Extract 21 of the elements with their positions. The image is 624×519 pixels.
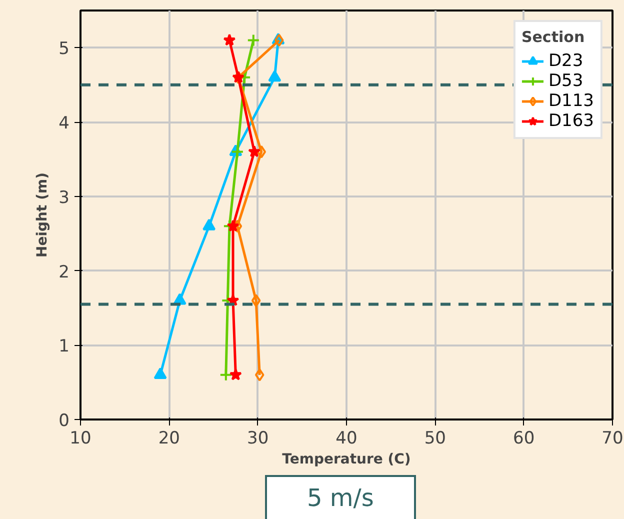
x-tick-label: 50	[424, 428, 446, 448]
x-tick-label: 40	[336, 428, 358, 448]
y-tick-label: 3	[58, 188, 70, 208]
y-axis-title: Height (m)	[34, 172, 51, 258]
x-tick-label: 70	[602, 428, 624, 448]
x-tick-label: 10	[70, 428, 92, 448]
y-tick-label: 2	[58, 262, 70, 282]
legend-label: D23	[548, 51, 584, 71]
y-tick-label: 1	[58, 336, 70, 357]
x-tick-label: 20	[158, 428, 180, 448]
legend-label: D53	[548, 71, 584, 91]
x-tick-label: 60	[513, 428, 535, 448]
y-tick-label: 5	[58, 39, 70, 60]
y-tick-label: 4	[58, 114, 70, 134]
x-tick-label: 30	[247, 428, 269, 448]
x-axis-title: Temperature (C)	[282, 452, 411, 468]
text: 5 m/s	[307, 483, 374, 514]
legend-label: D163	[548, 111, 594, 131]
y-tick-label: 0	[58, 411, 70, 431]
legend-label: D113	[548, 91, 594, 111]
legend-title: Section	[521, 28, 586, 46]
